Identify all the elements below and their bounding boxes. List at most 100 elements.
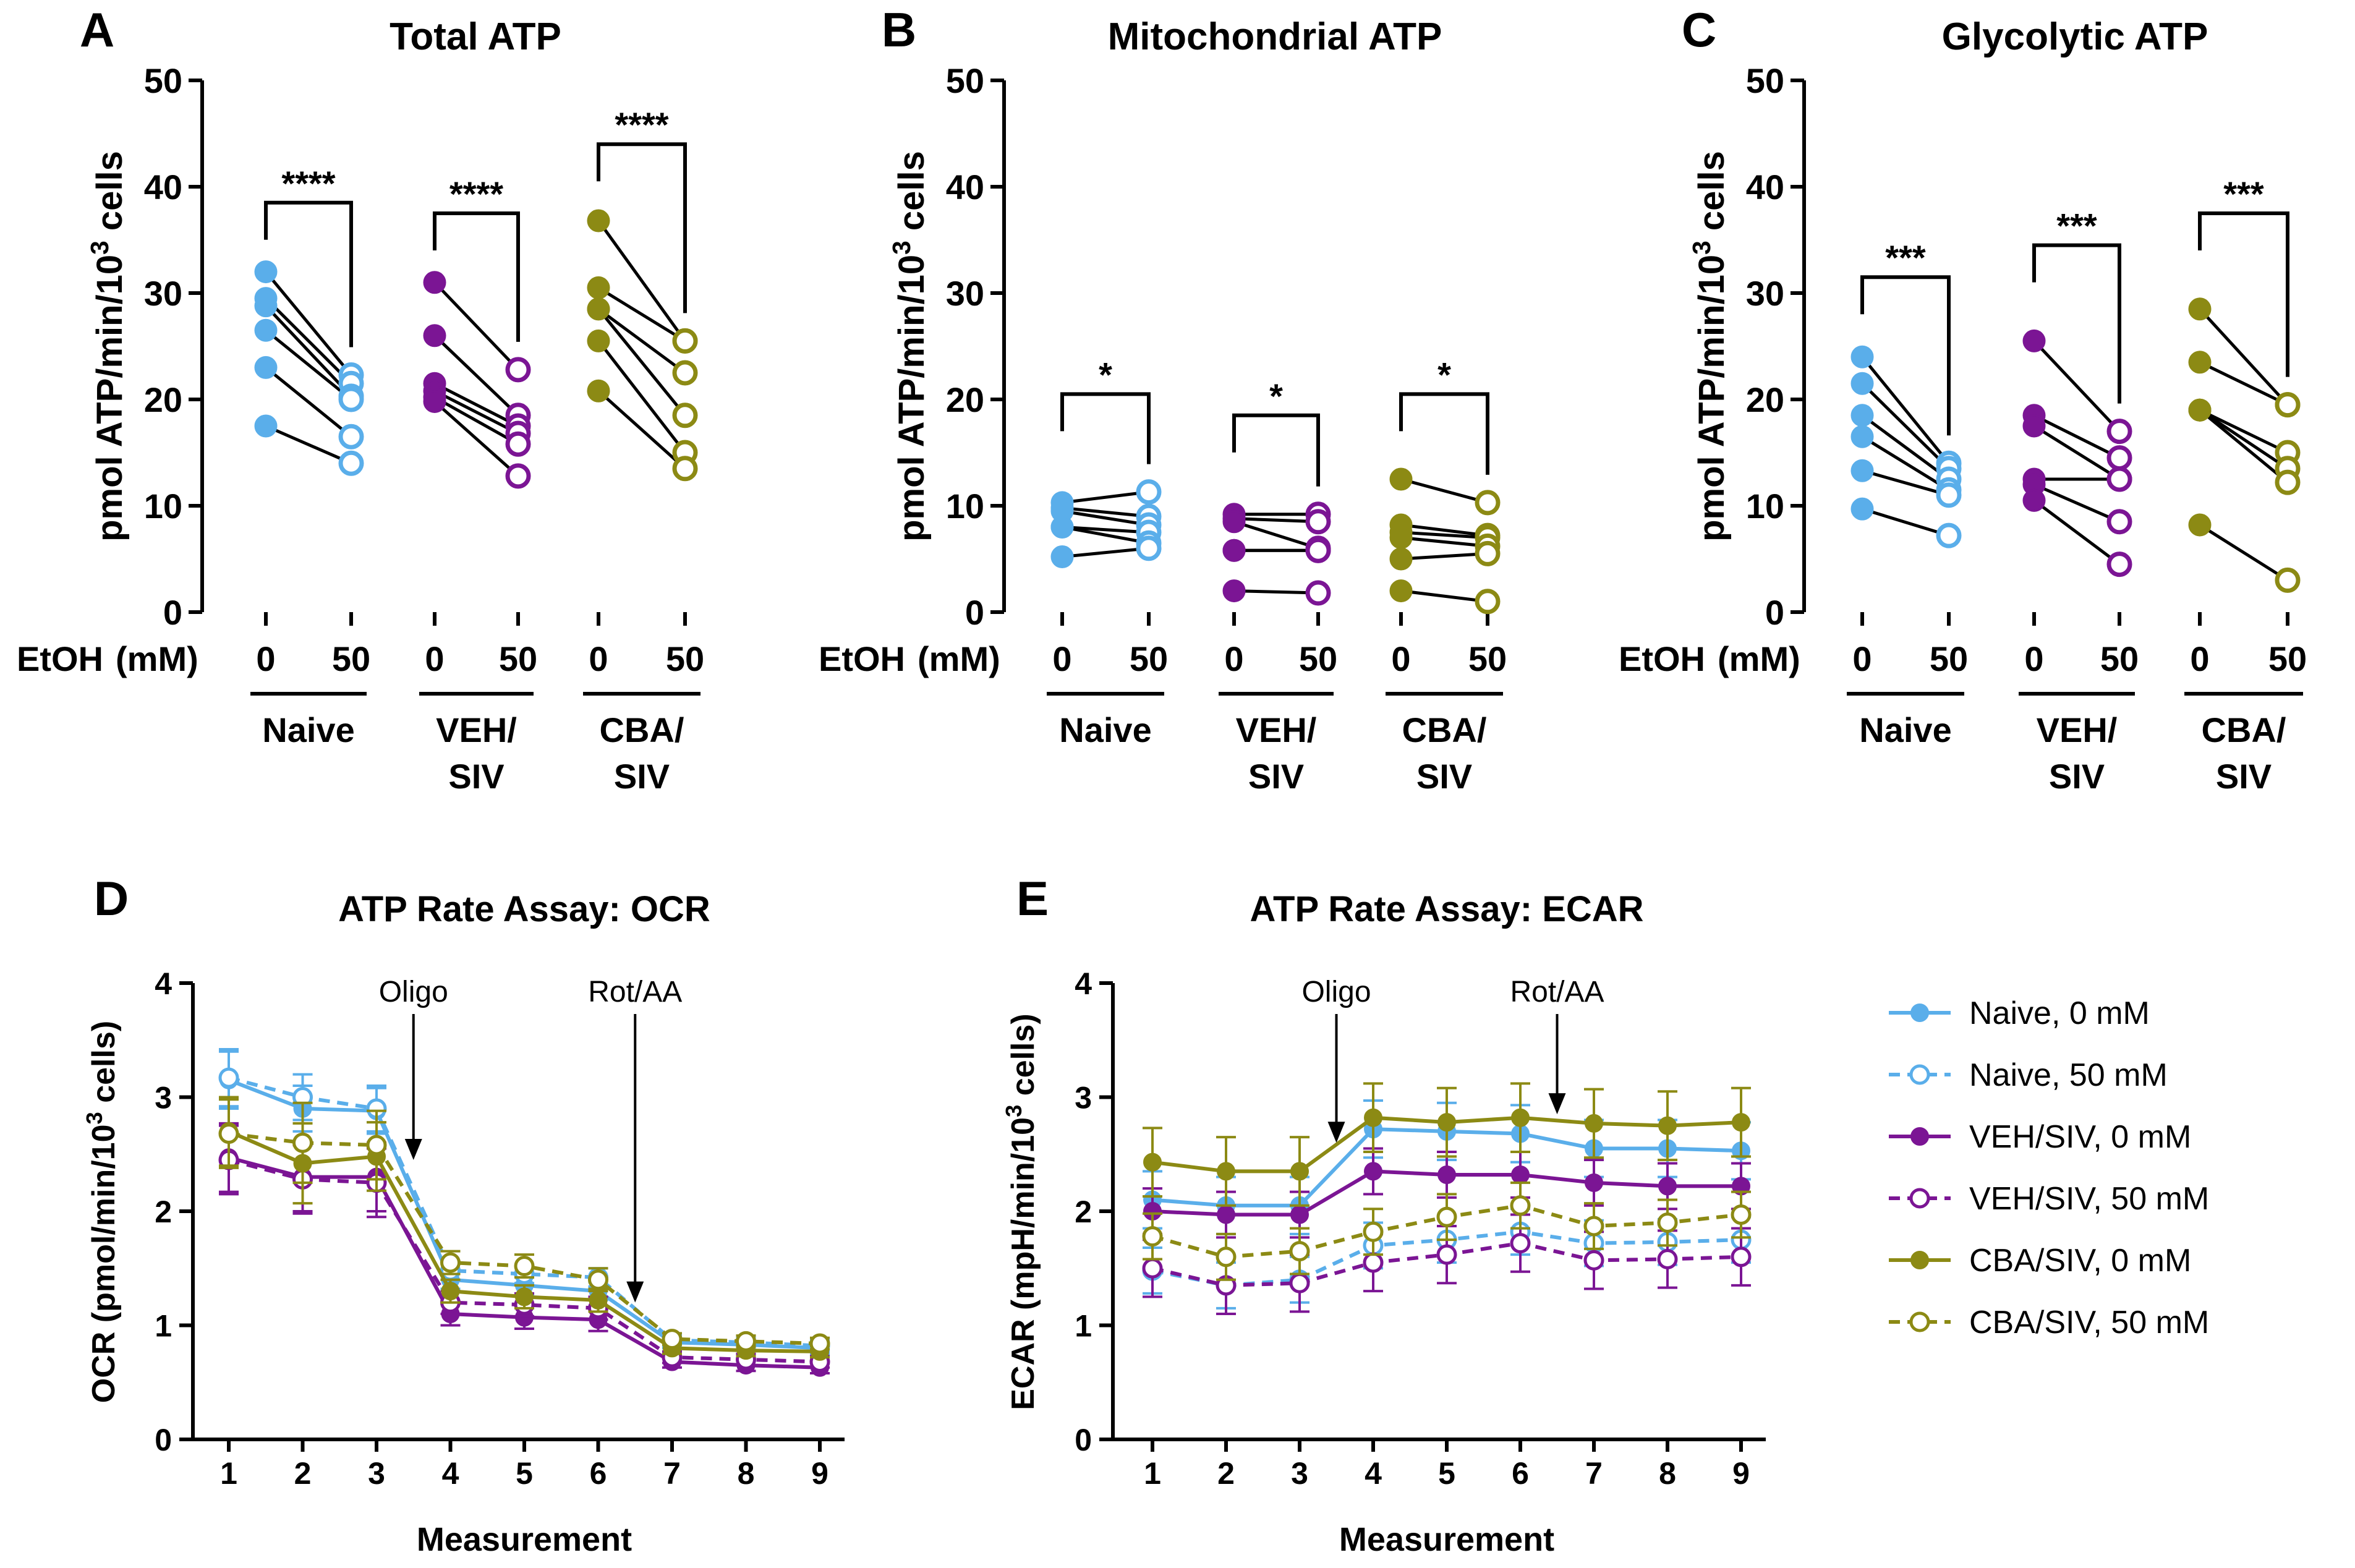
data-point-0mm: [1850, 404, 1874, 427]
pair-line: [1400, 530, 1488, 540]
data-point: [1657, 1248, 1678, 1269]
significance-stars: ***: [1885, 238, 1926, 277]
data-point: [1364, 1162, 1382, 1181]
pair-line: [1062, 525, 1149, 545]
dose-label: 0: [425, 639, 444, 678]
data-point-50mm: [2275, 469, 2301, 495]
y-axis-label-superscript: 3: [1001, 1105, 1026, 1117]
data-point-50mm: [1475, 540, 1501, 566]
y-tick-label: 3: [155, 1081, 172, 1115]
data-point-50mm: [2106, 419, 2132, 445]
pair-line: [1861, 414, 1950, 481]
data-point-0mm: [254, 414, 278, 438]
data-point-50mm: [672, 403, 698, 428]
group-label-line1: Naive: [262, 710, 354, 749]
dose-label: 50: [1468, 639, 1507, 678]
data-point-0mm: [2188, 398, 2212, 422]
dose-label: 0: [2190, 639, 2209, 678]
pair-line: [597, 308, 686, 417]
data-point-50mm: [2106, 466, 2132, 492]
data-point-0mm: [1222, 579, 1246, 603]
data-point-50mm: [672, 328, 698, 354]
data-point-0mm: [2188, 513, 2212, 537]
data-point-50mm: [1475, 490, 1501, 516]
data-point: [1436, 1206, 1457, 1227]
y-tick-label: 0: [163, 593, 182, 632]
y-tick-label: 10: [1746, 487, 1784, 526]
data-point-0mm: [587, 276, 610, 299]
pair-line: [1400, 523, 1488, 537]
data-point: [1290, 1162, 1309, 1181]
significance-bracket: [2032, 243, 2121, 404]
data-point-50mm: [2106, 552, 2132, 577]
data-point-50mm: [672, 360, 698, 386]
y-axis-label-superscript: 3: [85, 241, 114, 255]
y-tick-label: 30: [946, 274, 984, 313]
data-point: [1511, 1108, 1530, 1127]
dose-label: 0: [2024, 639, 2043, 678]
y-axis-label: OCR (pmol/min/103 cells): [82, 1021, 122, 1403]
data-point-0mm: [2188, 297, 2212, 321]
chart-title: ATP Rate Assay: ECAR: [1250, 889, 1643, 929]
dose-label: 50: [2268, 639, 2307, 678]
legend-marker: [1909, 1064, 1930, 1085]
group-label-line1: CBA/: [2202, 710, 2286, 749]
data-point-0mm: [1050, 545, 1074, 569]
pair-line: [433, 400, 519, 477]
panel-letter: B: [882, 2, 916, 57]
significance-bracket: [1232, 413, 1320, 487]
data-point-0mm: [1850, 345, 1874, 369]
data-point: [1363, 1221, 1384, 1242]
significance-stars: *: [1099, 355, 1112, 394]
data-point-50mm: [2275, 567, 2301, 593]
panel-letter: D: [94, 871, 129, 926]
pair-line: [1861, 356, 1950, 464]
x-tick-label: 8: [1659, 1456, 1676, 1491]
group-label-line1: VEH/: [1236, 710, 1317, 749]
y-axis-label-part2: cells: [90, 151, 130, 241]
annotation-label: Oligo: [1301, 976, 1371, 1008]
data-point: [1216, 1246, 1237, 1268]
panel-letter: A: [80, 2, 114, 57]
y-tick-label: 20: [1746, 380, 1784, 419]
data-point-0mm: [1850, 425, 1874, 448]
dose-label: 0: [256, 639, 275, 678]
group-label-line2: SIV: [1416, 757, 1472, 796]
x-tick-label: 1: [220, 1456, 237, 1491]
pair-line: [1062, 506, 1149, 518]
x-tick-label: 2: [1217, 1456, 1235, 1491]
y-tick-label: 40: [946, 168, 984, 207]
data-point: [1731, 1246, 1752, 1268]
pair-line: [433, 334, 519, 417]
x-tick-label: 9: [811, 1456, 828, 1491]
pair-line: [2199, 308, 2289, 406]
data-point: [441, 1282, 460, 1301]
pair-line: [2033, 339, 2121, 433]
legend-label: VEH/SIV, 50 mM: [1969, 1181, 2209, 1217]
pair-line: [1062, 525, 1149, 534]
y-tick-label: 20: [144, 380, 182, 419]
pair-line: [597, 219, 687, 342]
y-axis-label-superscript: 3: [82, 1112, 107, 1124]
pair-line: [265, 424, 352, 465]
series-line: [228, 1076, 820, 1348]
y-tick-label: 10: [144, 487, 182, 526]
chart-title: Glycolytic ATP: [1942, 15, 2208, 58]
data-point-0mm: [1389, 547, 1413, 571]
data-point-50mm: [338, 450, 364, 476]
dose-label: 50: [2100, 639, 2139, 678]
y-axis-label-part1: pmol ATP/min/10: [90, 255, 130, 542]
pair-line: [2033, 483, 2120, 524]
data-point: [1510, 1195, 1531, 1216]
data-point-0mm: [1222, 539, 1246, 562]
pair-line: [433, 390, 519, 435]
legend-label: Naive, 0 mM: [1969, 995, 2150, 1031]
y-tick-label: 0: [155, 1423, 172, 1457]
data-point: [1289, 1241, 1310, 1262]
data-point: [1657, 1212, 1678, 1233]
annotation-label: Oligo: [379, 976, 448, 1008]
data-point-50mm: [505, 357, 531, 383]
panel-b-mitochondrial-atp: B Mitochondrial ATP pmol ATP/min/103 cells…: [819, 2, 1507, 796]
significance-stars: ***: [2056, 207, 2097, 245]
